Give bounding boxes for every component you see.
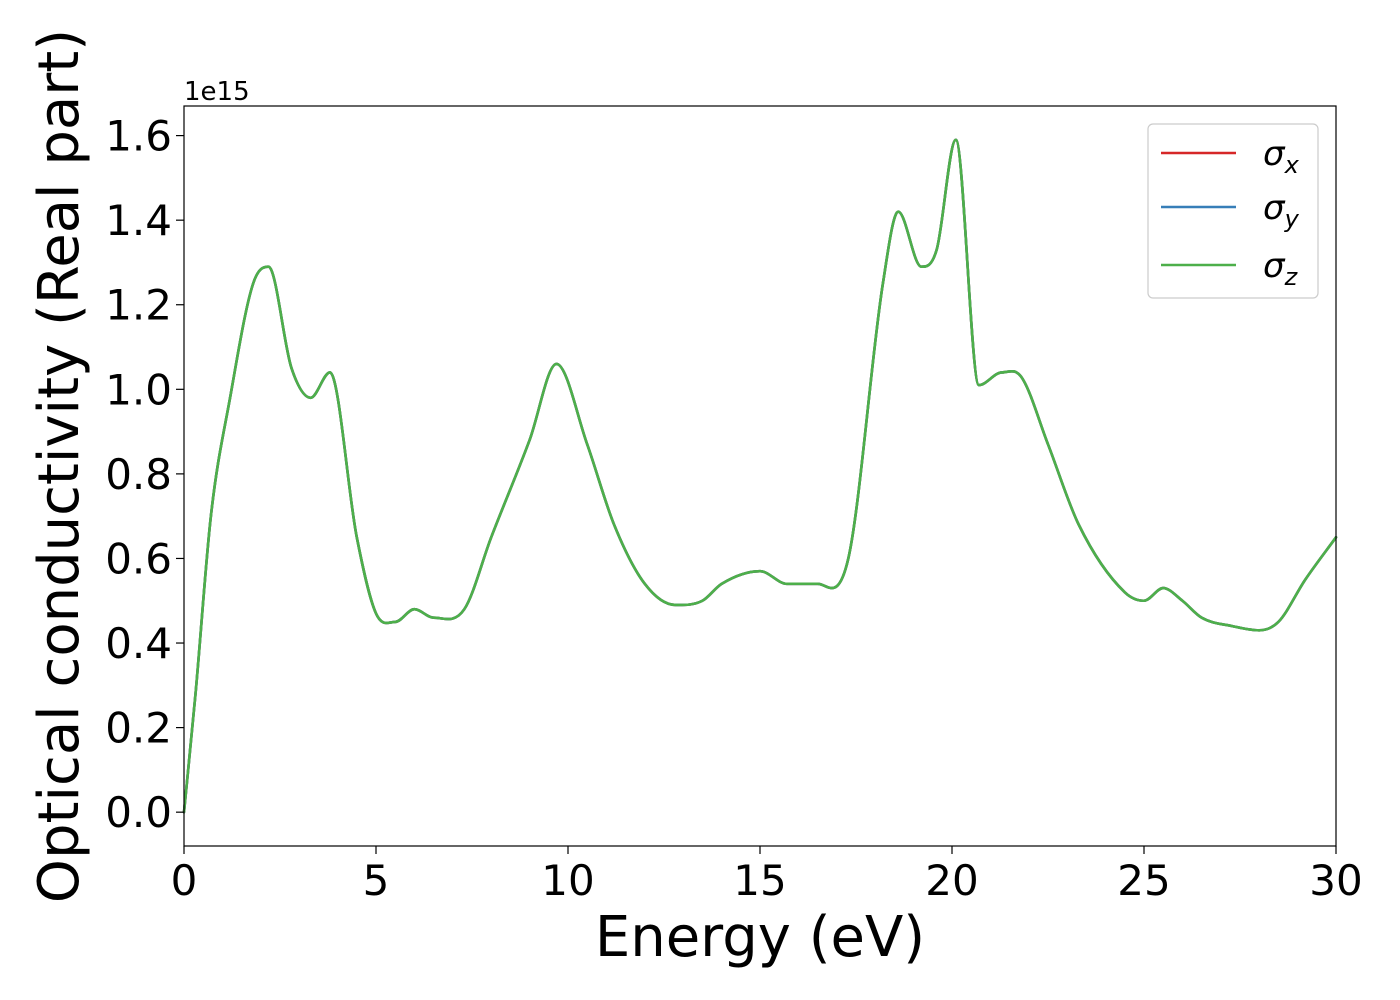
x-tick-label: 0: [171, 856, 198, 905]
y-offset-label: 1e15: [184, 77, 250, 107]
x-tick-label: 20: [925, 856, 978, 905]
y-tick-label: 1.2: [105, 281, 172, 330]
y-tick-label: 1.4: [105, 196, 172, 245]
x-tick-label: 30: [1309, 856, 1362, 905]
series-layer: [182, 138, 1338, 814]
legend-box: [1147, 123, 1319, 299]
y-tick-label: 0.2: [105, 704, 172, 753]
y-axis-ticks: 0.0 0.2 0.4 0.6 0.8 1.0 1.2 1.4 1.6: [105, 112, 184, 837]
x-axis-ticks: 0 5 10 15 20 25 30: [171, 846, 1363, 905]
y-tick-label: 0.0: [105, 788, 172, 837]
y-tick-label: 1.6: [105, 112, 172, 161]
x-tick-label: 10: [541, 856, 594, 905]
y-tick-label: 0.8: [105, 450, 172, 499]
y-tick-label: 0.6: [105, 534, 172, 583]
x-tick-label: 5: [363, 856, 390, 905]
x-axis-title: Energy (eV): [595, 905, 925, 970]
x-tick-label: 25: [1117, 856, 1170, 905]
y-tick-label: 1.0: [105, 365, 172, 414]
y-axis-title: Optical conductivity (Real part): [27, 29, 92, 903]
x-tick-label: 15: [733, 856, 786, 905]
y-tick-label: 0.4: [105, 619, 172, 668]
legend-label: σx: [1263, 134, 1300, 179]
series-line-sigma-z: [182, 138, 1338, 814]
